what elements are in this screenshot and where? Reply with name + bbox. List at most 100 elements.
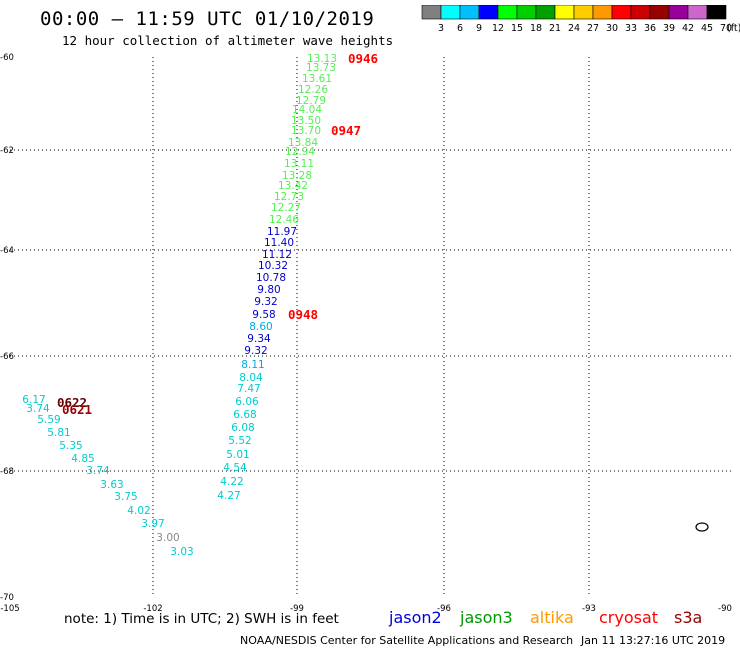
wave-height-label: 5.01 xyxy=(226,449,249,461)
wave-height-label: 3.63 xyxy=(100,479,123,491)
colorbar-label: 36 xyxy=(644,23,656,34)
wave-height-label: 8.04 xyxy=(239,372,263,384)
wave-height-label: 13.50 xyxy=(291,115,321,127)
wave-height-label: 12.27 xyxy=(271,202,301,214)
map-title: 00:00 – 11:59 UTC 01/10/2019 xyxy=(40,8,375,30)
wave-height-label: 10.32 xyxy=(258,260,288,272)
wave-height-label: 5.59 xyxy=(37,414,60,426)
lat-tick-label: -70 xyxy=(0,593,14,603)
legend-jason3: jason3 xyxy=(460,608,513,627)
colorbar-label: 42 xyxy=(682,23,694,34)
lat-tick-label: -60 xyxy=(0,53,14,63)
wave-height-label: 13.70 xyxy=(291,125,321,137)
lon-tick-label: -93 xyxy=(582,604,596,614)
wave-height-label: 9.34 xyxy=(247,333,271,345)
wave-height-label: 12.73 xyxy=(274,191,304,203)
wave-height-label: 7.47 xyxy=(237,383,260,395)
wave-height-label: 11.97 xyxy=(267,226,297,238)
wave-height-label: 6.17 xyxy=(22,394,45,406)
wave-height-label: 13.73 xyxy=(306,62,336,74)
track-time-label: 0948 xyxy=(288,307,318,322)
lon-tick-label: -99 xyxy=(290,604,304,614)
colorbar-label: 12 xyxy=(492,23,504,34)
wave-height-label: 6.68 xyxy=(233,409,256,421)
wave-height-label: 11.40 xyxy=(264,237,294,249)
colorbar-label: 15 xyxy=(511,23,523,34)
wave-height-label: 3.03 xyxy=(170,546,193,558)
wave-height-label: 4.02 xyxy=(127,505,150,517)
wave-height-label: 12.26 xyxy=(298,84,328,96)
colorbar-label: 70 xyxy=(720,23,732,34)
legend-cryosat: cryosat xyxy=(599,608,659,627)
map-subtitle: 12 hour collection of altimeter wave hei… xyxy=(62,33,394,48)
colorbar-label: 6 xyxy=(457,23,463,34)
lon-tick-label: -105 xyxy=(0,604,19,614)
wave-height-label: 13.42 xyxy=(278,180,308,192)
wave-height-label: 6.06 xyxy=(235,396,259,408)
footer-note: note: 1) Time is in UTC; 2) SWH is in fe… xyxy=(64,611,339,627)
colorbar-label: 24 xyxy=(568,23,580,34)
wave-height-label: 12.46 xyxy=(269,214,299,226)
wave-height-label: 12.94 xyxy=(285,146,315,158)
wave-height-label: 13.28 xyxy=(282,170,312,182)
wave-height-label: 3.74 xyxy=(26,403,50,415)
lat-tick-label: -66 xyxy=(0,352,14,362)
island-outline xyxy=(695,522,709,532)
wave-height-label: 4.85 xyxy=(71,453,94,465)
wave-height-label: 3.74 xyxy=(86,465,110,477)
wave-height-label: 14.04 xyxy=(292,104,322,116)
wave-height-label: 13.61 xyxy=(302,73,332,85)
color-scale-bar: 3 6 9 12 15 18 21 24 27 30 33 36 39 42 45 70(ft) xyxy=(421,5,740,34)
track-time-label: 0946 xyxy=(348,51,378,66)
lon-tick-label: -102 xyxy=(143,604,162,614)
wave-height-label: 3.75 xyxy=(114,491,137,503)
wave-height-label: 5.35 xyxy=(59,440,82,452)
wave-height-label: 6.08 xyxy=(231,422,254,434)
wave-height-label: 13.84 xyxy=(288,137,318,149)
lon-tick-label: -96 xyxy=(437,604,451,614)
wave-height-label: 4.54 xyxy=(223,462,247,474)
wave-height-label: 9.32 xyxy=(244,345,267,357)
lat-tick-label: -68 xyxy=(0,467,14,477)
wave-height-label: 4.27 xyxy=(217,490,240,502)
colorbar-label: 21 xyxy=(549,23,561,34)
wave-height-label: 9.58 xyxy=(252,309,275,321)
colorbar-label: 30 xyxy=(606,23,618,34)
wave-height-label: 5.81 xyxy=(47,427,70,439)
colorbar-label: 9 xyxy=(476,23,482,34)
legend-s3a: s3a xyxy=(674,608,703,627)
wave-height-label: 4.22 xyxy=(220,476,243,488)
legend-jason2: jason2 xyxy=(389,608,442,627)
lat-tick-label: -64 xyxy=(0,246,14,256)
wave-height-label: 9.80 xyxy=(257,284,280,296)
wave-height-label: 5.52 xyxy=(228,435,251,447)
colorbar-label: 27 xyxy=(587,23,599,34)
credit-text: NOAA/NESDIS Center for Satellite Applica… xyxy=(240,634,574,647)
wave-height-label: 3.97 xyxy=(141,518,164,530)
wave-height-label: 12.79 xyxy=(296,95,326,107)
colorbar-label: 45 xyxy=(701,23,713,34)
wave-height-label: 10.78 xyxy=(256,272,286,284)
track-time-label: 0947 xyxy=(331,123,361,138)
colorbar-label: 39 xyxy=(663,23,675,34)
colorbar-swatch xyxy=(706,5,727,20)
track-time-label: 0621 xyxy=(62,402,92,417)
colorbar-label: 18 xyxy=(530,23,542,34)
wave-height-label: 8.11 xyxy=(241,359,264,371)
wave-height-label: 8.60 xyxy=(249,321,272,333)
wave-height-label: 3.00 xyxy=(156,532,179,544)
lon-tick-label: -90 xyxy=(718,604,732,614)
colorbar-label: 3 xyxy=(438,23,444,34)
lat-tick-label: -62 xyxy=(0,146,14,156)
wave-height-label: 13.11 xyxy=(284,158,314,170)
colorbar-unit: (ft) xyxy=(727,23,740,34)
track-time-label: 0622 xyxy=(57,395,87,410)
wave-height-label: 13.13 xyxy=(307,53,337,65)
timestamp-text: Jan 11 13:27:16 UTC 2019 xyxy=(581,634,726,647)
wave-height-label: 9.32 xyxy=(254,296,277,308)
legend-altika: altika xyxy=(530,608,574,627)
wave-height-label: 11.12 xyxy=(262,249,292,261)
colorbar-label: 33 xyxy=(625,23,637,34)
